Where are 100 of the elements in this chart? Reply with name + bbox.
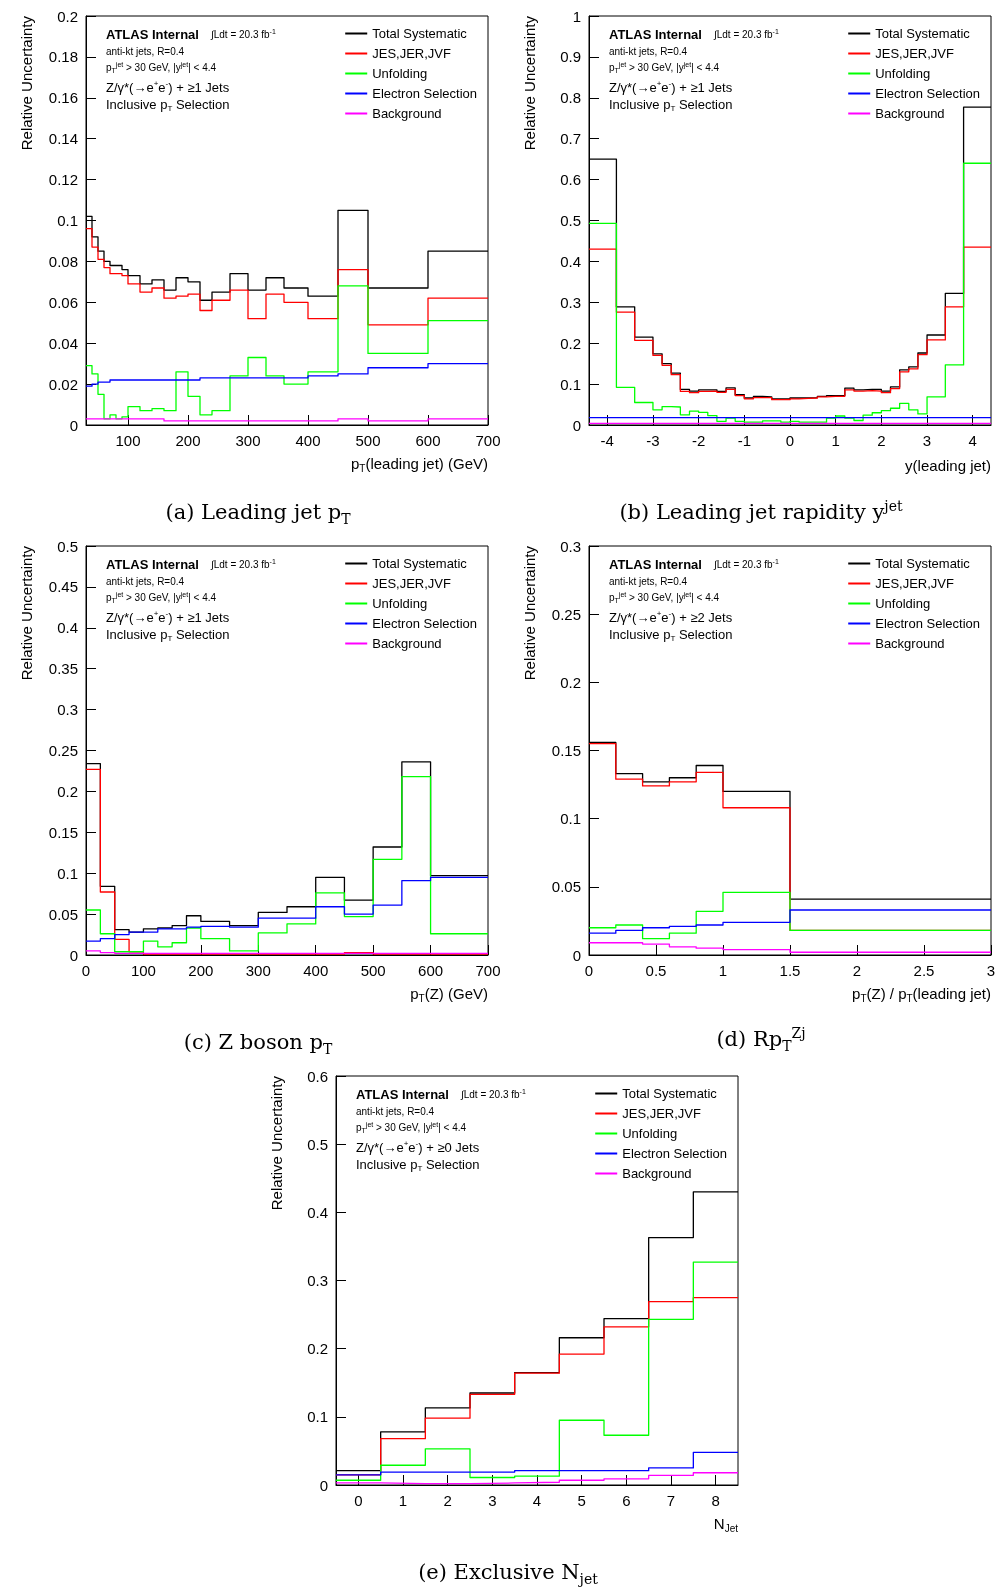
legend-label: Electron Selection <box>875 86 980 101</box>
x-tick-label: 0.5 <box>645 962 667 979</box>
x-tick-label: 300 <box>235 432 261 449</box>
annotation: Z/γ*(→e+e-) + ≥1 Jets <box>106 608 230 625</box>
legend-label: Background <box>622 1166 692 1181</box>
y-tick-label: 0.2 <box>307 1340 328 1358</box>
y-axis-title: Relative Uncertainty <box>18 15 35 151</box>
y-tick-label: 0.08 <box>48 252 78 270</box>
y-tick-label: 0.3 <box>307 1272 328 1289</box>
y-tick-label: 0.5 <box>57 537 78 555</box>
legend-label: Background <box>875 636 945 651</box>
x-tick-label: 0 <box>81 962 91 979</box>
y-tick-label: 0.1 <box>560 375 581 393</box>
legend-label: Electron Selection <box>372 616 477 631</box>
x-tick-label: 100 <box>130 962 156 979</box>
y-tick-label: 0.18 <box>48 48 78 66</box>
x-tick-label: 7 <box>666 1492 676 1509</box>
y-tick-label: 0.1 <box>57 864 78 882</box>
y-tick-label: 0 <box>572 416 581 434</box>
legend-label: JES,JER,JVF <box>372 576 452 591</box>
x-tick-label: 600 <box>418 962 444 979</box>
annotation: anti-kt jets, R=0.4 <box>356 1105 435 1117</box>
x-tick-label: 500 <box>355 432 381 449</box>
x-tick-label: 1 <box>831 432 840 449</box>
x-tick-label: 500 <box>360 962 386 979</box>
x-tick-label: 0 <box>785 432 795 449</box>
y-tick-label: 0.15 <box>551 742 581 759</box>
x-tick-label: -1 <box>737 432 751 449</box>
y-tick-label: 0.3 <box>560 293 581 311</box>
y-tick-label: 0.6 <box>307 1067 328 1085</box>
y-tick-label: 0.5 <box>307 1135 328 1153</box>
legend-label: Electron Selection <box>372 86 477 101</box>
x-tick-label: 600 <box>415 432 441 449</box>
y-tick-label: 1 <box>572 7 581 25</box>
y-tick-label: 0.4 <box>560 252 581 270</box>
x-tick-label: 200 <box>188 962 214 979</box>
x-tick-label: 1 <box>718 962 728 979</box>
y-tick-label: 0 <box>69 946 78 964</box>
legend-label: Electron Selection <box>622 1146 727 1161</box>
y-tick-label: 0 <box>572 946 581 964</box>
annotation: Z/γ*(→e+e-) + ≥1 Jets <box>106 78 230 95</box>
y-tick-label: 0.45 <box>48 578 78 596</box>
y-tick-label: 0.25 <box>551 605 581 623</box>
x-tick-label: 400 <box>295 432 321 449</box>
annotation: anti-kt jets, R=0.4 <box>106 45 185 57</box>
legend-label: Unfolding <box>372 66 428 81</box>
legend-label: Unfolding <box>875 596 931 611</box>
x-tick-label: 2 <box>877 432 886 449</box>
annotation: ATLAS Internal <box>106 557 199 572</box>
y-tick-label: 0.5 <box>560 212 581 229</box>
y-tick-label: 0.05 <box>48 905 78 923</box>
y-tick-label: 0.06 <box>48 293 78 311</box>
legend-label: Unfolding <box>875 66 931 81</box>
x-tick-label: 4 <box>532 1492 542 1509</box>
annotation: Z/γ*(→e+e-) + ≥0 Jets <box>356 1138 480 1155</box>
x-tick-label: 0 <box>354 1492 363 1509</box>
annotation: ATLAS Internal <box>609 557 702 572</box>
y-tick-label: 0.4 <box>57 619 78 637</box>
legend-label: JES,JER,JVF <box>875 46 955 61</box>
legend-label: Total Systematic <box>875 26 971 41</box>
legend-label: Total Systematic <box>372 26 468 41</box>
x-tick-label: 700 <box>475 962 501 979</box>
x-tick-label: 3 <box>488 1492 497 1509</box>
y-tick-label: 0.9 <box>560 48 581 66</box>
y-tick-label: 0.3 <box>560 537 581 555</box>
x-tick-label: 3 <box>986 962 996 979</box>
y-tick-label: 0.25 <box>48 742 78 759</box>
x-tick-label: 6 <box>622 1492 631 1509</box>
y-tick-label: 0.12 <box>48 171 78 189</box>
x-tick-label: 8 <box>711 1492 720 1509</box>
y-axis-title: Relative Uncertainty <box>18 545 35 681</box>
x-tick-label: 5 <box>577 1492 586 1509</box>
y-tick-label: 0.05 <box>551 878 581 896</box>
x-tick-label: 300 <box>245 962 271 979</box>
annotation: Z/γ*(→e+e-) + ≥1 Jets <box>609 78 733 95</box>
annotation: anti-kt jets, R=0.4 <box>609 45 688 57</box>
x-tick-label: -4 <box>600 432 614 449</box>
x-tick-label: 3 <box>922 432 932 449</box>
legend-label: Unfolding <box>372 596 428 611</box>
legend-label: Unfolding <box>622 1126 678 1141</box>
x-tick-label: -3 <box>646 432 660 449</box>
x-tick-label: 200 <box>175 432 201 449</box>
y-tick-label: 0.2 <box>57 7 78 25</box>
annotation: anti-kt jets, R=0.4 <box>609 575 688 587</box>
legend-label: JES,JER,JVF <box>622 1106 702 1121</box>
y-tick-label: 0.2 <box>560 334 581 352</box>
legend-label: JES,JER,JVF <box>875 576 955 591</box>
x-tick-label: 2.5 <box>913 962 935 979</box>
legend-label: Background <box>372 106 442 121</box>
legend-label: Electron Selection <box>875 616 980 631</box>
y-axis-title: Relative Uncertainty <box>268 1075 285 1211</box>
legend-label: Background <box>372 636 442 651</box>
y-tick-label: 0.1 <box>560 810 581 828</box>
annotation: Z/γ*(→e+e-) + ≥2 Jets <box>609 608 733 625</box>
y-tick-label: 0.2 <box>560 673 581 691</box>
y-tick-label: 0 <box>319 1476 328 1494</box>
x-tick-label: 2 <box>852 962 862 979</box>
x-tick-label: 100 <box>115 432 141 449</box>
y-tick-label: 0.1 <box>307 1408 328 1426</box>
y-tick-label: 0.16 <box>48 89 78 107</box>
